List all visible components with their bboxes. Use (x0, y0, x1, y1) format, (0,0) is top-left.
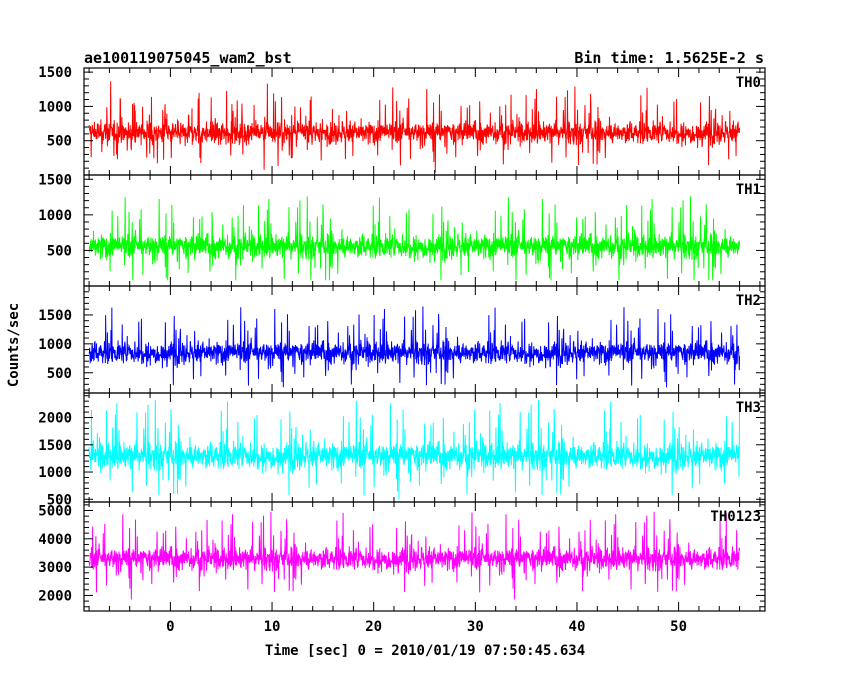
y-tick-label: 500 (47, 243, 72, 259)
series-th1 (88, 196, 741, 281)
panel-th2: 500 1000 1500 TH2 (38, 285, 766, 394)
y-tick-label: 5000 (38, 503, 72, 519)
x-tick-label: 50 (670, 619, 687, 635)
y-tick-label: 1000 (38, 208, 72, 224)
y-tick-label: 1000 (38, 465, 72, 481)
panel-label-th1: TH1 (736, 182, 761, 198)
y-tick-label: 2000 (38, 588, 72, 604)
panel-th0123: 2000 3000 4000 5000 TH0123 (38, 501, 766, 612)
panel-frame (83, 285, 766, 394)
y-tick-label: 500 (47, 366, 72, 382)
y-tick-label: 3000 (38, 560, 72, 576)
x-tick-label: 40 (569, 619, 586, 635)
x-tick-label: 30 (467, 619, 484, 635)
panels-group: 50010001500TH050010001500TH150010001500T… (38, 65, 766, 635)
bin-time-label: Bin time: 1.5625E-2 s (574, 49, 764, 67)
y-tick-label: 500 (47, 492, 72, 508)
panel-frame (83, 174, 766, 287)
x-tick-label: 20 (365, 619, 382, 635)
y-tick-label: 4000 (38, 532, 72, 548)
panel-label-th0123: TH0123 (710, 509, 761, 525)
y-tick-label: 1000 (38, 99, 72, 115)
panel-th3: 500 1000 1500 2000 TH3 (38, 392, 766, 508)
y-axis-label: Counts/sec (6, 303, 22, 387)
y-tick-label: 1500 (38, 308, 72, 324)
series-th0123 (88, 511, 741, 600)
y-tick-label: 1500 (38, 172, 72, 188)
series-th3 (88, 400, 741, 500)
series-th2 (88, 306, 741, 388)
panel-frame (83, 501, 766, 612)
panel-label-th3: TH3 (736, 400, 761, 416)
x-tick-label: 0 (166, 619, 174, 635)
panel-th0: 500 1000 1500 TH0 (38, 65, 766, 176)
panel-th1: 500 1000 1500 TH1 (38, 172, 766, 287)
y-tick-label: 500 (47, 134, 72, 150)
panel-label-th2: TH2 (736, 293, 761, 309)
chart-title: ae100119075045_wam2_bst (84, 49, 292, 67)
y-tick-label: 1500 (38, 438, 72, 454)
panel-label-th0: TH0 (736, 75, 761, 91)
y-tick-label: 1500 (38, 65, 72, 81)
x-tick-label: 10 (264, 619, 281, 635)
y-tick-label: 1000 (38, 337, 72, 353)
y-tick-label: 2000 (38, 411, 72, 427)
series-th0 (88, 81, 741, 173)
x-axis-label: Time [sec] 0 = 2010/01/19 07:50:45.634 (265, 643, 585, 659)
